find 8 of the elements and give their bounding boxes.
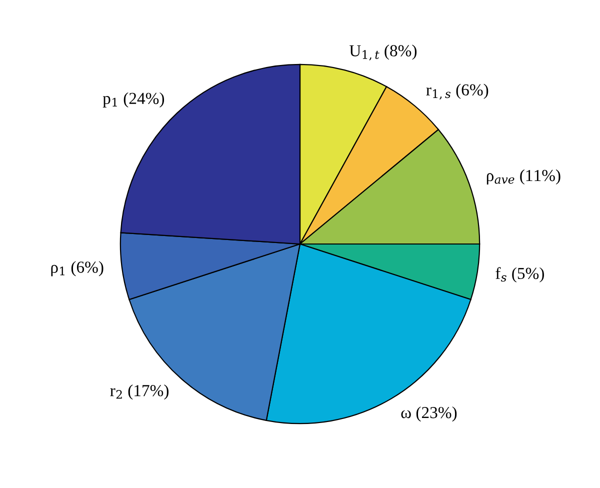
slice-label: ρ$_{ave}$ (11%) xyxy=(486,169,560,185)
slice-label: ω (23%) xyxy=(401,406,457,422)
slice-label: ρ$_{1}$ (6%) xyxy=(51,261,104,276)
slice-label: r$_{1,s}$ (6%) xyxy=(426,84,488,100)
slice-label: U$_{1,t}$ (8%) xyxy=(349,44,417,60)
slice-label: r$_{2}$ (17%) xyxy=(110,384,169,400)
slice-label: p$_{1}$ (24%) xyxy=(102,92,164,108)
slice-label: f$_{s}$ (5%) xyxy=(496,267,544,282)
